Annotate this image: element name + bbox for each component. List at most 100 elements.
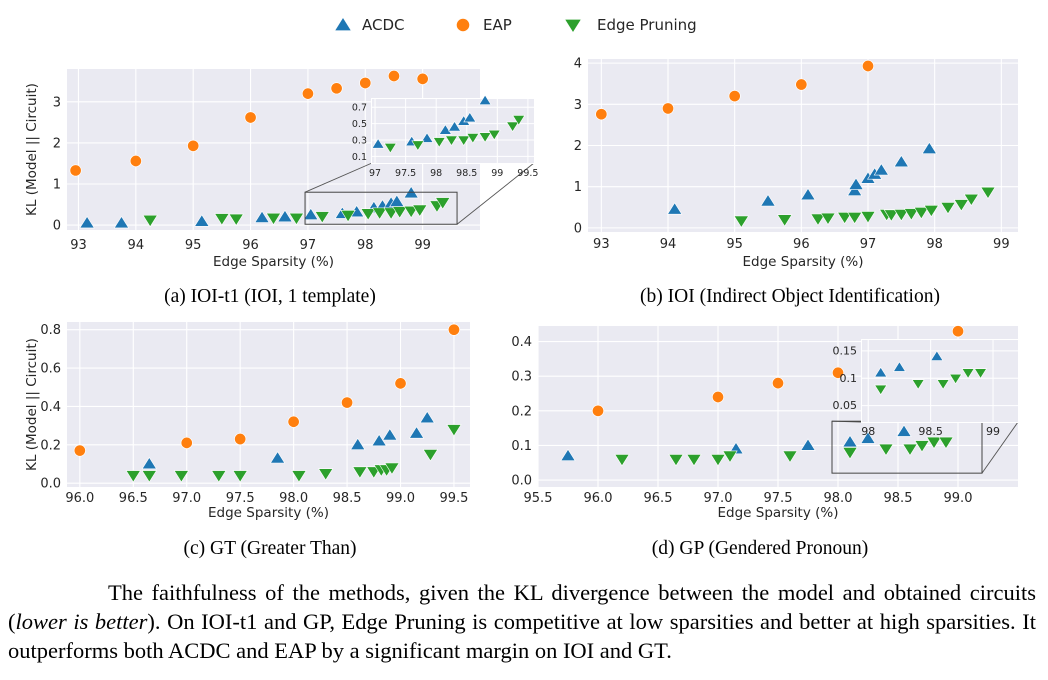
caption-text-2: ). On IOI-t1 and GP, Edge Pruning is com… <box>8 609 1036 663</box>
c-point-eap <box>447 323 461 336</box>
x-tick-label: 97.5 <box>764 491 793 506</box>
c-point-eap <box>394 377 407 390</box>
b-point-acdc <box>848 177 864 190</box>
b-point-edge-pruning <box>903 208 920 221</box>
a-point-acdc <box>113 215 130 229</box>
d-inset-point-acdc <box>930 350 944 361</box>
c-point-edge-pruning <box>141 470 157 483</box>
a-inset-point-acdc <box>438 124 452 135</box>
plot-area <box>67 322 470 487</box>
y-tick-label: 0.3 <box>511 370 532 385</box>
a-point-eap <box>330 82 343 95</box>
inset-y-tick-label: 0.3 <box>352 136 367 147</box>
figure-caption: The faithfulness of the methods, given t… <box>8 578 1036 665</box>
y-tick-label: 0.8 <box>40 323 61 338</box>
c-point-acdc <box>141 456 157 470</box>
a-point-eap <box>387 69 401 83</box>
x-tick-label: 97 <box>860 237 877 252</box>
d-point-eap <box>771 377 785 390</box>
x-axis-label: Edge Sparsity (%) <box>718 505 839 521</box>
d-inset-point-acdc <box>892 361 906 372</box>
d-point-edge-pruning <box>614 454 630 467</box>
x-tick-label: 99 <box>414 238 431 253</box>
legend-label-eap: EAP <box>483 16 512 34</box>
inset-x-tick-label: 98.5 <box>456 168 477 179</box>
inset-x-tick-label: 98.5 <box>918 425 943 438</box>
inset-x-tick-label: 97 <box>369 168 381 179</box>
d-point-eap <box>951 325 965 338</box>
y-tick-label: 0.4 <box>511 335 532 350</box>
b-point-edge-pruning <box>913 207 930 220</box>
x-tick-label: 96 <box>242 238 259 253</box>
inset-y-tick-label: 0.15 <box>833 344 858 357</box>
y-tick-label: 1 <box>53 178 61 193</box>
subplot-caption-b: (b) IOI (Indirect Object Identification) <box>640 286 940 307</box>
x-tick-label: 96.5 <box>644 491 673 506</box>
subplot-caption-c: (c) GT (Greater Than) <box>183 538 357 559</box>
a-point-edge-pruning <box>228 213 244 226</box>
a-inset-point-acdc <box>463 111 477 123</box>
legend-marker-eap <box>456 18 470 32</box>
c-point-edge-pruning <box>384 462 400 475</box>
d-point-eap <box>831 366 845 379</box>
b-point-edge-pruning <box>820 212 836 226</box>
inset-y-tick-label: 0.05 <box>833 399 858 412</box>
c-point-edge-pruning <box>422 449 439 462</box>
a-point-eap <box>129 154 142 168</box>
d-point-edge-pruning <box>782 450 798 463</box>
b-point-eap <box>861 59 875 73</box>
d-inset-point-edge-pruning <box>936 379 950 390</box>
inset-connector <box>981 421 1019 474</box>
figure-canvas: 93 94 95 96 97 98 99 0 1 2 3 Edge Sparsity (%) KL (M… <box>24 16 1019 521</box>
a-point-edge-pruning <box>435 197 451 210</box>
inset-y-tick-label: 0.1 <box>352 152 367 163</box>
d-inset-point-edge-pruning <box>874 384 888 396</box>
x-tick-label: 93 <box>70 238 87 253</box>
b-point-edge-pruning <box>963 193 980 207</box>
b-point-edge-pruning <box>776 214 793 227</box>
b-point-acdc <box>846 183 863 196</box>
d-point-edge-pruning <box>926 436 942 450</box>
inset-connector <box>304 162 373 193</box>
a-point-eap <box>244 111 257 124</box>
a-inset-point-acdc <box>420 132 434 143</box>
d-point-edge-pruning <box>938 436 954 450</box>
inset-x-tick-label: 97.5 <box>395 168 416 179</box>
legend: ACDC EAP Edge Pruning <box>334 16 697 34</box>
subplot-b: 93 94 95 96 97 98 99 0 1 2 3 4 Edge Sparsity (%) <box>574 57 1018 270</box>
a-inset-point-acdc <box>371 138 385 149</box>
x-tick-label: 96.5 <box>119 491 148 506</box>
d-inset-point-edge-pruning <box>974 368 988 379</box>
b-point-eap <box>795 78 808 91</box>
b-point-edge-pruning <box>953 199 970 212</box>
y-tick-label: 0.2 <box>511 404 532 419</box>
a-inset-point-edge-pruning <box>411 140 425 151</box>
x-tick-label: 96.0 <box>584 491 613 506</box>
legend-marker-edge-pruning <box>564 19 582 34</box>
a-point-edge-pruning <box>142 214 158 228</box>
subplot-d: 95.5 96.0 96.5 97.0 97.5 98.0 98.5 99.0 0.0 0.1 0.… <box>511 325 1019 521</box>
a-point-eap <box>69 164 82 177</box>
x-tick-label: 97.5 <box>226 491 255 506</box>
c-point-acdc <box>408 426 425 439</box>
b-point-edge-pruning <box>846 211 863 225</box>
a-point-acdc <box>277 209 293 223</box>
a-inset-point-acdc <box>478 94 492 106</box>
inset-x-tick-label: 99 <box>986 425 1000 438</box>
y-tick-label: 0 <box>574 221 582 236</box>
x-axis-label: Edge Sparsity (%) <box>743 254 864 270</box>
inset-x-tick-label: 98 <box>430 168 442 179</box>
b-point-eap <box>661 102 675 115</box>
x-tick-label: 95 <box>185 238 202 253</box>
y-tick-label: 2 <box>53 136 61 151</box>
a-inset-point-edge-pruning <box>466 133 480 144</box>
y-tick-label: 0.0 <box>40 477 61 492</box>
y-tick-label: 0.6 <box>40 362 61 377</box>
d-point-edge-pruning <box>914 440 930 453</box>
a-inset-point-edge-pruning <box>506 121 520 133</box>
subplot-a: 93 94 95 96 97 98 99 0 1 2 3 Edge Sparsity (%) KL (M… <box>24 69 538 270</box>
x-tick-label: 99.5 <box>439 491 468 506</box>
x-tick-label: 97 <box>300 238 317 253</box>
zoom-inset-a: 97 97.5 98 98.5 99 99.5 0.1 0.3 0.5 0.7 <box>304 94 538 225</box>
a-point-acdc <box>254 210 270 223</box>
